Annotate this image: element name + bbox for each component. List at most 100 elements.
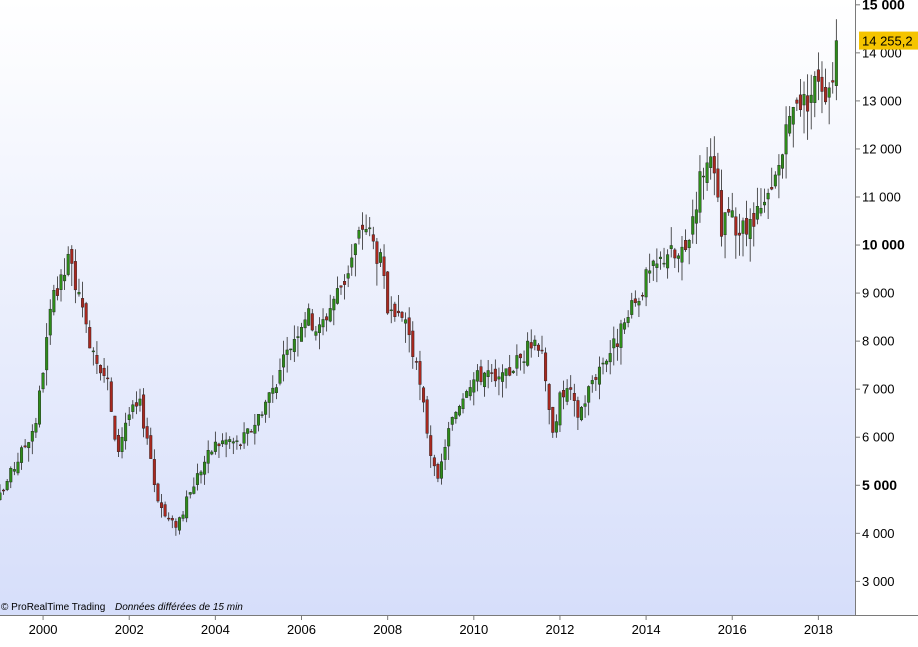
candle-body bbox=[131, 404, 135, 412]
candle bbox=[23, 439, 27, 449]
candle-body bbox=[314, 331, 318, 336]
candle bbox=[716, 152, 720, 203]
candle-body bbox=[418, 361, 422, 385]
candle bbox=[547, 383, 551, 425]
candle-body bbox=[425, 399, 429, 434]
candle-body bbox=[666, 254, 670, 269]
candle bbox=[623, 318, 627, 335]
candle-body bbox=[23, 445, 27, 448]
candle-body bbox=[9, 468, 13, 483]
candle-body bbox=[529, 342, 533, 349]
candle-body bbox=[274, 387, 278, 393]
candle-body bbox=[468, 387, 472, 397]
candle bbox=[737, 213, 741, 256]
candle-body bbox=[364, 229, 368, 233]
y-tick-label: 12 000 bbox=[862, 141, 902, 156]
x-tick-label: 2018 bbox=[804, 622, 833, 637]
candle-body bbox=[501, 372, 505, 382]
candle bbox=[267, 391, 271, 418]
candle-body bbox=[238, 444, 242, 446]
candle bbox=[615, 328, 619, 361]
candle-body bbox=[698, 171, 702, 213]
candle bbox=[16, 452, 20, 476]
candle bbox=[228, 436, 232, 449]
candle bbox=[27, 441, 31, 462]
candle-body bbox=[389, 309, 393, 312]
candle-body bbox=[142, 394, 146, 429]
candle bbox=[152, 449, 156, 493]
candle bbox=[81, 281, 85, 318]
candle bbox=[612, 326, 616, 366]
candle-body bbox=[569, 387, 573, 390]
candle bbox=[231, 437, 235, 455]
candle bbox=[307, 303, 311, 327]
candle-body bbox=[745, 217, 749, 235]
x-tick-label: 2014 bbox=[632, 622, 661, 637]
candle bbox=[457, 404, 461, 417]
candle bbox=[264, 399, 268, 423]
candle bbox=[601, 357, 605, 375]
candle bbox=[156, 482, 160, 503]
candle-body bbox=[440, 461, 443, 479]
candle bbox=[630, 292, 634, 319]
candle bbox=[63, 258, 67, 290]
candle bbox=[274, 384, 278, 400]
candle bbox=[504, 368, 508, 389]
candle-body bbox=[81, 298, 85, 308]
candle bbox=[809, 74, 813, 130]
candle bbox=[102, 358, 106, 383]
candle-body bbox=[820, 76, 824, 92]
candle bbox=[346, 265, 350, 288]
candle-body bbox=[615, 343, 619, 347]
candle bbox=[325, 313, 329, 332]
candle bbox=[680, 236, 684, 281]
candle-body bbox=[798, 94, 802, 111]
candle bbox=[368, 217, 372, 237]
candle bbox=[400, 310, 404, 322]
candle bbox=[238, 443, 242, 450]
candle bbox=[579, 405, 583, 422]
candle bbox=[605, 359, 609, 373]
candle bbox=[479, 359, 483, 386]
candle-body bbox=[188, 492, 192, 495]
candle bbox=[300, 322, 304, 342]
candle bbox=[529, 329, 533, 358]
candle bbox=[292, 325, 296, 362]
candle bbox=[626, 310, 630, 328]
candle-body bbox=[623, 322, 627, 330]
candle-body bbox=[167, 517, 171, 520]
candle bbox=[217, 442, 221, 459]
candle-body bbox=[795, 99, 799, 104]
candle bbox=[160, 493, 164, 518]
candle bbox=[597, 356, 601, 400]
candle-body bbox=[705, 162, 709, 183]
candle bbox=[303, 311, 307, 338]
candle-body bbox=[748, 219, 752, 239]
candle-body bbox=[278, 370, 282, 384]
candle-body bbox=[149, 435, 153, 459]
candle-body bbox=[741, 220, 745, 234]
candle bbox=[781, 153, 784, 179]
candle bbox=[619, 319, 623, 365]
candle bbox=[820, 61, 824, 114]
candle bbox=[734, 207, 738, 259]
candle-body bbox=[673, 249, 677, 259]
candle-body bbox=[669, 245, 673, 249]
y-tick-label: 15 000 bbox=[862, 0, 905, 12]
candle-body bbox=[712, 156, 716, 174]
candle bbox=[249, 429, 253, 433]
candle bbox=[748, 208, 752, 262]
candle bbox=[88, 320, 92, 349]
candle-body bbox=[174, 521, 178, 528]
candle-body bbox=[540, 349, 544, 352]
candle-body bbox=[662, 262, 666, 265]
candle-body bbox=[551, 406, 555, 433]
candle bbox=[511, 369, 515, 375]
candle bbox=[816, 52, 820, 101]
candle bbox=[45, 323, 49, 386]
candle-body bbox=[120, 436, 124, 452]
candle bbox=[192, 477, 196, 495]
candle-body bbox=[641, 294, 644, 297]
candle-body bbox=[264, 401, 268, 415]
candle-body bbox=[447, 428, 451, 447]
